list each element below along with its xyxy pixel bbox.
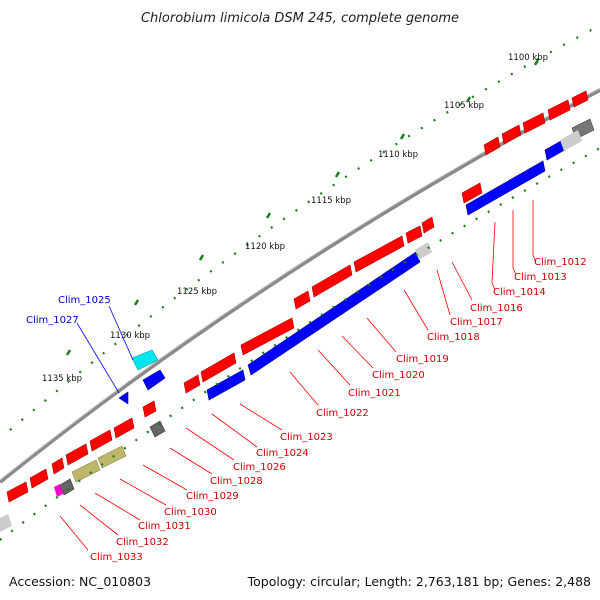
gene-feature [89, 429, 113, 452]
gene-feature [293, 290, 311, 310]
gene-feature [65, 443, 89, 466]
gene-feature [59, 478, 75, 496]
gene-label: Clim_1026 [233, 462, 286, 473]
scale-label: 1115 kbp [311, 196, 351, 206]
gene-feature [461, 182, 483, 204]
inner-ring [0, 147, 600, 541]
scale-ring [9, 27, 596, 431]
gene-labels: Clim_1012 Clim_1013 Clim_1014 Clim_1016 … [90, 257, 587, 563]
gene-feature [71, 459, 101, 483]
gene-label: Clim_1031 [138, 521, 191, 532]
gene-feature [142, 369, 166, 391]
reverse-strand-genes [118, 136, 571, 405]
gene-label: Clim_1025 [58, 295, 111, 306]
gene-feature [247, 251, 421, 376]
scale-ticks [65, 59, 540, 356]
gene-label: Clim_1030 [164, 507, 217, 518]
gene-label: Clim_1024 [256, 448, 309, 459]
label-connectors [59, 200, 537, 551]
gene-feature [240, 317, 295, 356]
gene-label: Clim_1029 [186, 491, 239, 502]
gene-feature [415, 242, 432, 260]
gene-feature [206, 369, 246, 401]
scale-label: 1120 kbp [245, 242, 285, 252]
gene-feature [311, 264, 353, 298]
gene-feature [118, 391, 129, 405]
genome-backbone [0, 88, 600, 484]
gene-label: Clim_1016 [470, 303, 523, 314]
gene-feature [421, 216, 435, 234]
gene-feature [560, 130, 582, 151]
gene-feature [51, 457, 65, 475]
gene-feature [465, 160, 546, 216]
gene-feature [501, 124, 522, 145]
gene-feature [0, 514, 12, 532]
gene-label: Clim_1020 [372, 370, 425, 381]
gene-label: Clim_1012 [534, 257, 587, 268]
gene-feature [522, 112, 546, 134]
gene-label: Clim_1028 [210, 476, 263, 487]
gene-feature [483, 136, 501, 156]
gene-feature [149, 420, 166, 438]
gene-feature [29, 468, 49, 489]
gene-feature [54, 484, 63, 497]
gene-label: Clim_1022 [316, 408, 369, 419]
gene-label: Clim_1027 [26, 315, 79, 326]
label-connectors-reverse [76, 305, 134, 394]
gene-feature [113, 417, 135, 439]
scale-label: 1130 kbp [110, 331, 150, 341]
gene-label: Clim_1023 [280, 432, 333, 443]
gene-label: Clim_1013 [514, 272, 567, 283]
gene-label: Clim_1032 [116, 537, 169, 548]
gene-label: Clim_1017 [450, 317, 503, 328]
gene-labels-reverse: Clim_1025 Clim_1027 [26, 295, 111, 326]
gene-feature [97, 445, 127, 469]
gene-feature [547, 99, 571, 121]
gene-feature [6, 481, 29, 503]
scale-label: 1125 kbp [177, 287, 217, 297]
forward-strand-genes [6, 90, 589, 503]
gene-feature [183, 374, 201, 394]
backbone-highlight [0, 87, 600, 481]
gene-label: Clim_1021 [348, 388, 401, 399]
scale-label: 1100 kbp [508, 53, 548, 63]
accession-text: Accession: NC_010803 [9, 574, 151, 589]
gene-feature [405, 225, 423, 244]
gene-label: Clim_1019 [396, 354, 449, 365]
summary-text: Topology: circular; Length: 2,763,181 bp… [247, 574, 591, 589]
scale-label: 1135 kbp [42, 374, 82, 384]
scale-labels: 1100 kbp 1105 kbp 1110 kbp 1115 kbp 1120… [42, 53, 548, 384]
gene-feature [353, 235, 405, 273]
scale-label: 1105 kbp [444, 101, 484, 111]
map-title: Chlorobium limicola DSM 245, complete ge… [141, 11, 459, 26]
gene-feature [131, 349, 159, 371]
gene-label: Clim_1033 [90, 552, 143, 563]
gene-feature [571, 90, 589, 108]
gene-label: Clim_1014 [493, 287, 546, 298]
scale-label: 1110 kbp [378, 150, 418, 160]
gene-feature [200, 352, 237, 383]
gene-feature [142, 400, 157, 418]
gene-label: Clim_1018 [427, 332, 480, 343]
